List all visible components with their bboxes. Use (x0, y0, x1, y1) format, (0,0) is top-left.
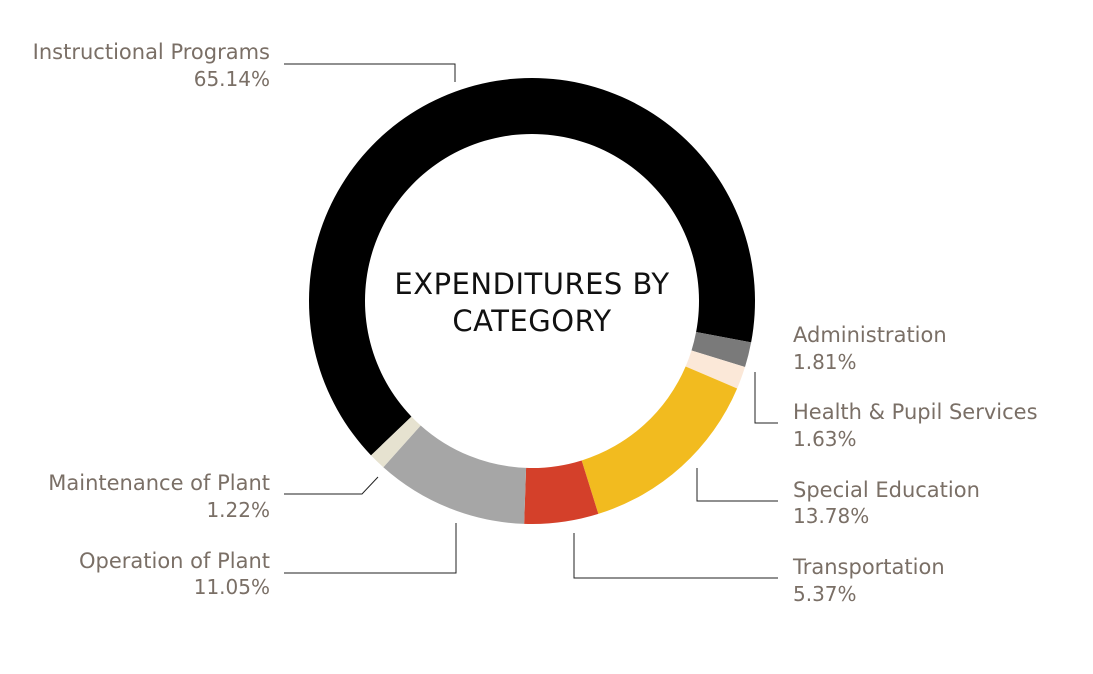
label-instructional-programs-name: Instructional Programs (33, 40, 270, 64)
slice-operation-of-plant (383, 425, 527, 524)
chart-title-line-1: EXPENDITURES BY (394, 267, 669, 301)
slice-maintenance-of-plant (371, 416, 421, 468)
label-operation-of-plant-name: Operation of Plant (79, 549, 270, 573)
slice-administration (691, 332, 752, 368)
label-maintenance-of-plant-name: Maintenance of Plant (48, 471, 270, 495)
label-operation-of-plant-value: 11.05% (194, 575, 270, 599)
leader-maintenance-of-plant (284, 476, 379, 495)
label-administration-value: 1.81% (793, 350, 857, 374)
label-health-pupil-services-name: Health & Pupil Services (793, 400, 1038, 424)
label-special-education-name: Special Education (793, 478, 980, 502)
chart-title-line-2: CATEGORY (452, 304, 611, 338)
label-maintenance-of-plant-value: 1.22% (206, 498, 270, 522)
leader-operation-of-plant (284, 523, 457, 574)
label-transportation-value: 5.37% (793, 582, 857, 606)
leader-transportation (573, 533, 778, 579)
label-instructional-programs-value: 65.14% (194, 67, 270, 91)
label-administration-name: Administration (793, 323, 947, 347)
leader-special-education (696, 468, 778, 502)
slice-health-pupil-services (685, 350, 746, 389)
label-special-education-value: 13.78% (793, 504, 869, 528)
donut-slices (308, 78, 755, 524)
slice-transportation (524, 460, 599, 524)
slice-instructional-programs (308, 78, 755, 456)
label-transportation-name: Transportation (792, 555, 945, 579)
label-health-pupil-services-value: 1.63% (793, 427, 857, 451)
leader-health-pupil-services (754, 372, 778, 424)
leader-instructional-programs (284, 63, 456, 82)
slice-special-education (581, 366, 738, 514)
